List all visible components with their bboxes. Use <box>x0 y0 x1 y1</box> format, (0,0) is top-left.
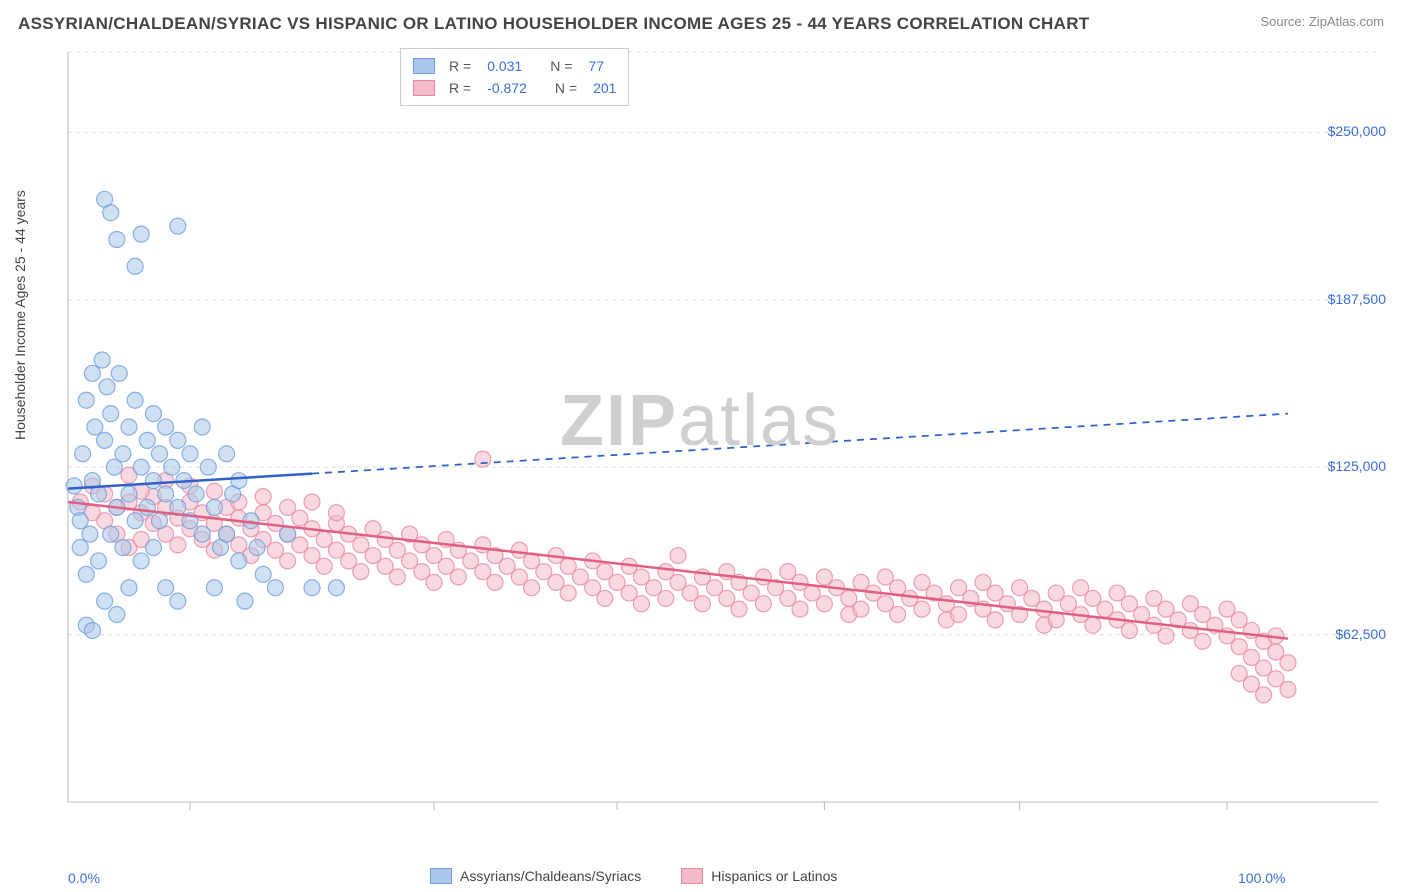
swatch-assyrian <box>413 58 435 74</box>
legend-label-hispanic: Hispanics or Latinos <box>711 868 837 884</box>
swatch-hispanic <box>413 80 435 96</box>
x-tick-label: 100.0% <box>1238 870 1285 886</box>
n-value-hispanic: 201 <box>593 80 616 96</box>
n-value-assyrian: 77 <box>588 58 604 74</box>
legend-item-hispanic: Hispanics or Latinos <box>681 868 837 884</box>
r-value-assyrian: 0.031 <box>487 58 522 74</box>
r-label: R = <box>449 58 471 74</box>
r-value-hispanic: -0.872 <box>487 80 527 96</box>
y-tick-label: $62,500 <box>1335 626 1386 642</box>
y-tick-label: $187,500 <box>1328 291 1386 307</box>
swatch-assyrian <box>430 868 452 884</box>
series-legend: Assyrians/Chaldeans/Syriacs Hispanics or… <box>430 868 837 884</box>
y-tick-label: $125,000 <box>1328 458 1386 474</box>
source-attribution: Source: ZipAtlas.com <box>1260 14 1384 29</box>
chart-title: ASSYRIAN/CHALDEAN/SYRIAC VS HISPANIC OR … <box>18 14 1089 34</box>
y-tick-label: $250,000 <box>1328 123 1386 139</box>
r-label: R = <box>449 80 471 96</box>
n-label: N = <box>555 80 577 96</box>
y-axis-label: Householder Income Ages 25 - 44 years <box>12 190 28 440</box>
legend-row-assyrian: R = 0.031 N = 77 <box>413 55 616 77</box>
legend-row-hispanic: R = -0.872 N = 201 <box>413 77 616 99</box>
swatch-hispanic <box>681 868 703 884</box>
chart-area <box>58 42 1388 822</box>
n-label: N = <box>550 58 572 74</box>
x-tick-label: 0.0% <box>68 870 100 886</box>
scatter-chart-svg <box>58 42 1388 822</box>
legend-item-assyrian: Assyrians/Chaldeans/Syriacs <box>430 868 641 884</box>
legend-label-assyrian: Assyrians/Chaldeans/Syriacs <box>460 868 641 884</box>
correlation-legend: R = 0.031 N = 77 R = -0.872 N = 201 <box>400 48 629 106</box>
